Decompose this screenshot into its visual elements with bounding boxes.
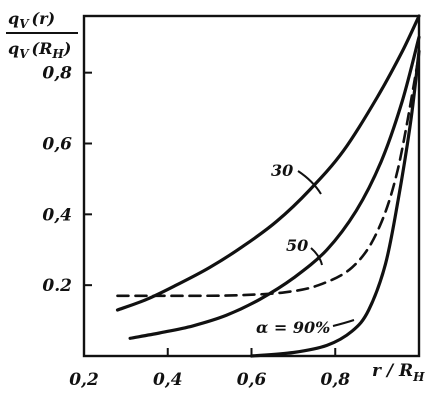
series-label-50-leader — [310, 247, 323, 266]
y-tick-label: 0,4 — [42, 205, 72, 225]
curves — [115, 14, 421, 358]
y-tick-label: 0,8 — [42, 64, 72, 84]
y-tick-label: 0.2 — [42, 276, 72, 296]
y-axis-label: qV (r) qV (RH) — [6, 9, 78, 61]
series-label-30-leader — [297, 170, 322, 195]
series-line-3 — [249, 49, 421, 358]
series-line-2 — [116, 53, 421, 298]
series-label-50: 50 — [286, 236, 308, 255]
axis-ticks — [83, 71, 337, 356]
tick-labels: 0,2 0,4 0,6 0,8 0.2 0,4 0,6 0,8 — [42, 64, 350, 390]
ylabel-denominator: qV (RH) — [8, 39, 71, 61]
x-tick-label: 0,2 — [69, 370, 99, 390]
series-annotations: 30 50 α = 90% — [256, 161, 355, 337]
series-label-30: 30 — [271, 161, 293, 180]
series-label-90-leader — [332, 319, 355, 327]
ylabel-numerator: qV (r) — [8, 9, 55, 31]
x-axis-label: r / RH — [372, 361, 425, 384]
series-line-1 — [128, 35, 421, 340]
x-tick-label: 0,4 — [153, 370, 183, 390]
x-tick-label: 0,8 — [320, 370, 350, 390]
y-tick-label: 0,6 — [42, 135, 72, 155]
series-label-90: α = 90% — [256, 318, 330, 337]
x-tick-label: 0,6 — [237, 370, 267, 390]
series-line-0 — [115, 14, 421, 312]
